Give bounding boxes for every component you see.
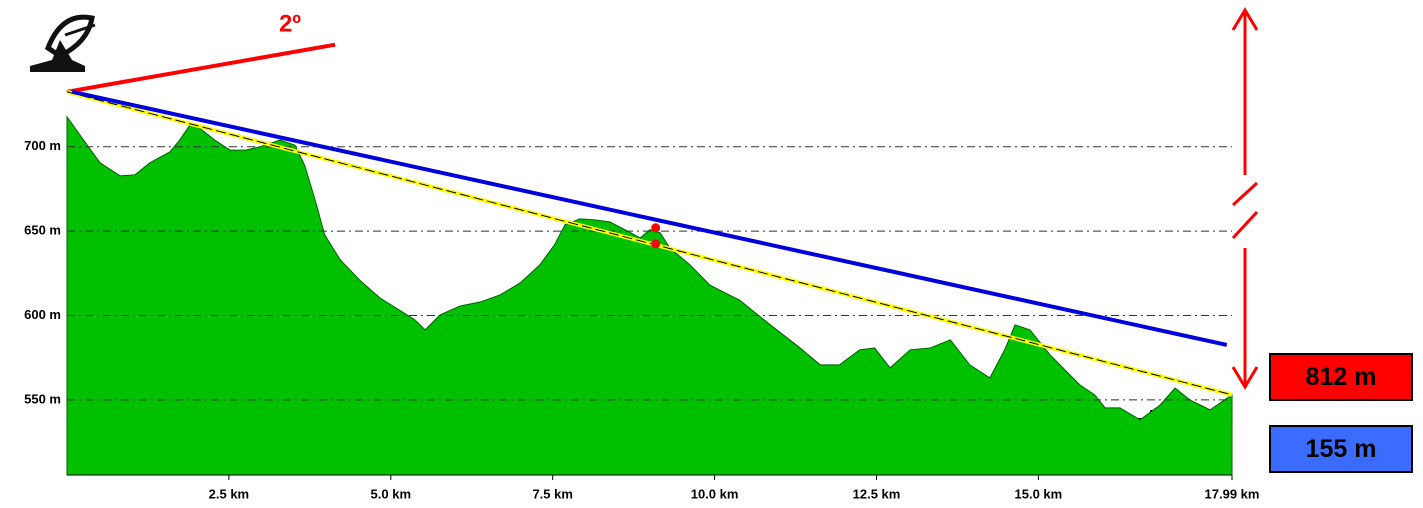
- sight-line-dash: [66, 91, 1233, 396]
- x-tick-label: 10.0 km: [691, 486, 739, 501]
- value-box: 812 m: [1269, 353, 1413, 401]
- x-tick-label: 5.0 km: [371, 486, 411, 501]
- dish-icon: [30, 14, 96, 72]
- x-tick-label: 17.99 km: [1205, 486, 1260, 501]
- y-tick-label: 650 m: [24, 223, 61, 238]
- point: [651, 239, 661, 249]
- point: [651, 223, 661, 233]
- terrain: [66, 115, 1233, 476]
- y-tick-label: 600 m: [24, 307, 61, 322]
- sight-line: [71, 89, 1228, 347]
- angle-label: 2º: [279, 10, 301, 37]
- x-tick-label: 15.0 km: [1015, 486, 1063, 501]
- y-tick-label: 550 m: [24, 391, 61, 406]
- sight-line: [66, 42, 336, 94]
- range-arrow: [1231, 7, 1259, 390]
- y-tick-label: 700 m: [24, 138, 61, 153]
- value-box: 155 m: [1269, 425, 1413, 473]
- x-tick-label: 7.5 km: [532, 486, 572, 501]
- x-tick-label: 12.5 km: [853, 486, 901, 501]
- x-tick-label: 2.5 km: [209, 486, 249, 501]
